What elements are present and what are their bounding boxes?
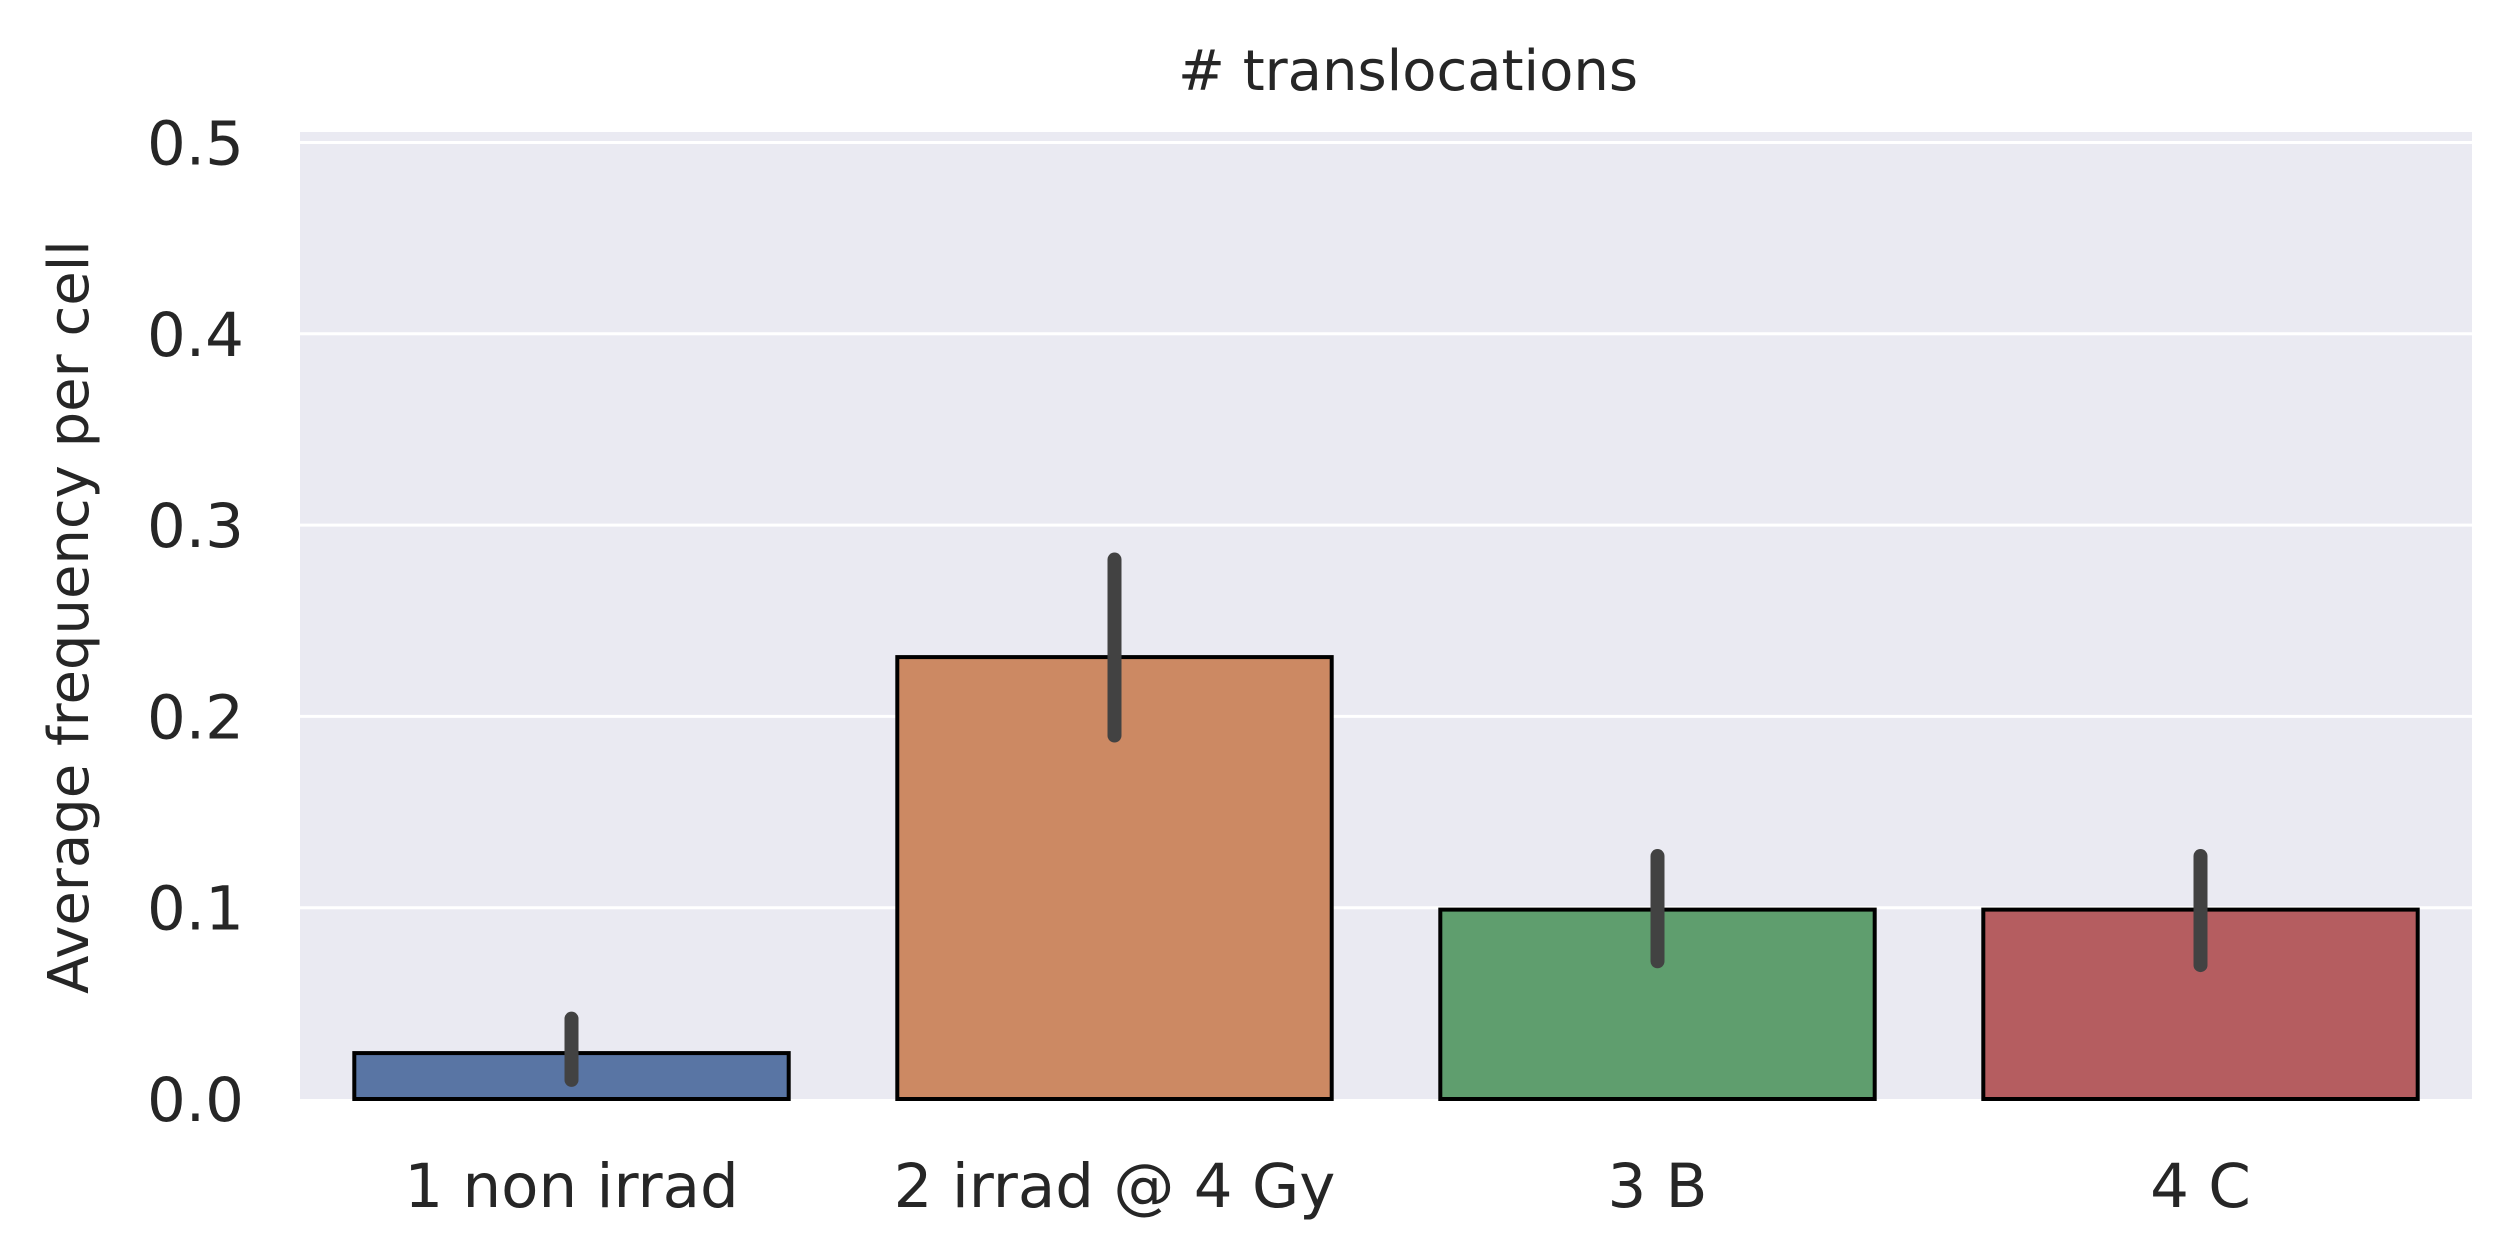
- x-tick-label: 4 C: [2150, 1151, 2251, 1222]
- y-tick-label: 0.3: [147, 491, 244, 562]
- x-axis-ticks: 1 non irrad 2 irrad @ 4 Gy 3 B 4 C: [404, 1151, 2251, 1222]
- y-axis-label: Average frequency per cell: [37, 240, 102, 994]
- y-tick-label: 0.2: [147, 682, 244, 753]
- y-tick-label: 0.1: [147, 874, 244, 945]
- chart-title: # translocations: [1178, 39, 1638, 104]
- y-tick-label: 0.4: [147, 300, 244, 371]
- y-tick-label: 0.5: [147, 109, 244, 180]
- y-tick-label: 0.0: [147, 1065, 244, 1136]
- x-tick-label: 1 non irrad: [404, 1151, 738, 1222]
- error-bars: [564, 552, 2208, 1087]
- x-tick-label: 2 irrad @ 4 Gy: [894, 1151, 1336, 1222]
- x-tick-label: 3 B: [1607, 1151, 1707, 1222]
- bar: [1981, 907, 2420, 1101]
- y-axis-ticks: 0.0 0.1 0.2 0.3 0.4 0.5: [147, 109, 244, 1137]
